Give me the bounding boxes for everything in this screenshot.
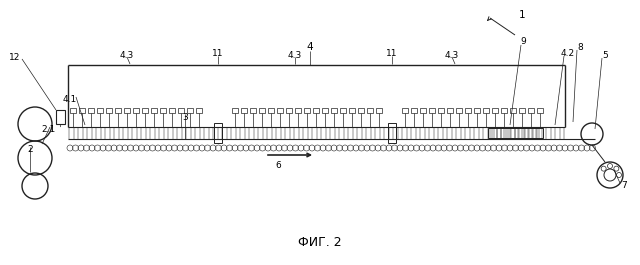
Bar xyxy=(447,108,452,113)
Bar xyxy=(285,108,291,113)
Bar xyxy=(527,108,534,113)
Bar xyxy=(518,108,525,113)
Bar xyxy=(376,108,381,113)
Bar xyxy=(276,108,282,113)
Bar xyxy=(88,108,93,113)
Bar xyxy=(429,108,435,113)
Text: 11: 11 xyxy=(212,48,224,58)
Bar xyxy=(150,108,157,113)
Bar xyxy=(241,108,246,113)
Bar xyxy=(268,108,273,113)
Bar xyxy=(358,108,364,113)
Bar xyxy=(259,108,264,113)
Bar xyxy=(367,108,372,113)
Text: 6: 6 xyxy=(275,161,281,170)
Bar xyxy=(330,108,337,113)
Bar xyxy=(159,108,166,113)
Text: 2: 2 xyxy=(27,145,33,154)
Bar xyxy=(124,108,129,113)
Text: 7: 7 xyxy=(621,180,627,189)
Bar xyxy=(474,108,479,113)
Bar xyxy=(410,108,417,113)
Bar xyxy=(106,108,111,113)
Bar xyxy=(250,108,255,113)
Bar xyxy=(232,108,237,113)
Bar xyxy=(168,108,175,113)
Text: 4.3: 4.3 xyxy=(288,51,302,60)
Bar xyxy=(79,108,84,113)
Bar xyxy=(419,108,426,113)
Bar xyxy=(132,108,138,113)
Text: 4.1: 4.1 xyxy=(63,95,77,104)
Bar xyxy=(186,108,193,113)
Bar xyxy=(115,108,120,113)
Bar xyxy=(312,108,319,113)
Bar xyxy=(492,108,497,113)
Bar xyxy=(141,108,147,113)
Bar xyxy=(465,108,470,113)
Text: 11: 11 xyxy=(387,48,397,58)
Bar xyxy=(321,108,328,113)
Bar xyxy=(536,108,543,113)
Bar xyxy=(97,108,102,113)
Text: 1: 1 xyxy=(518,10,525,20)
Bar xyxy=(56,110,65,124)
Text: 3: 3 xyxy=(182,113,188,121)
Bar xyxy=(294,108,301,113)
Text: 5: 5 xyxy=(602,51,608,60)
Bar xyxy=(509,108,515,113)
Bar xyxy=(488,128,543,138)
Bar xyxy=(70,108,76,113)
Bar xyxy=(349,108,355,113)
Bar xyxy=(214,123,222,143)
Text: 4: 4 xyxy=(307,42,314,52)
Bar xyxy=(500,108,506,113)
Text: 4.2: 4.2 xyxy=(561,48,575,58)
Text: 12: 12 xyxy=(10,52,20,61)
Bar xyxy=(339,108,346,113)
Text: 4.3: 4.3 xyxy=(120,51,134,60)
Bar xyxy=(177,108,184,113)
Text: 8: 8 xyxy=(577,42,583,51)
Text: 9: 9 xyxy=(520,38,526,46)
Bar xyxy=(483,108,488,113)
Text: 4.3: 4.3 xyxy=(445,51,459,60)
Text: 2.1: 2.1 xyxy=(41,126,55,135)
Bar xyxy=(195,108,202,113)
Bar xyxy=(401,108,408,113)
Bar xyxy=(438,108,444,113)
Text: ФИГ. 2: ФИГ. 2 xyxy=(298,236,342,250)
Bar xyxy=(456,108,461,113)
Bar xyxy=(388,123,396,143)
Bar xyxy=(303,108,310,113)
